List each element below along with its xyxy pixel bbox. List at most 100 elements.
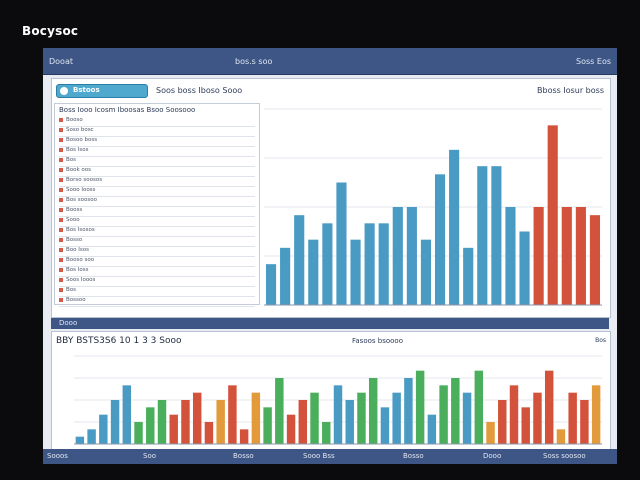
chart-bar[interactable] — [368, 378, 378, 444]
chart-bar[interactable] — [420, 239, 432, 305]
chart-bar[interactable] — [110, 400, 120, 444]
chart-bar[interactable] — [439, 385, 448, 444]
chart-bar[interactable] — [406, 207, 417, 305]
table-row[interactable]: Book oos — [59, 166, 255, 177]
chart-bar[interactable] — [294, 215, 305, 305]
table-row[interactable]: Sooo Iooss — [59, 186, 255, 197]
chart-bar[interactable] — [533, 207, 544, 305]
chart-bar[interactable] — [157, 400, 167, 444]
table-row[interactable]: Bos soosoo — [59, 196, 255, 207]
table-row[interactable]: Booso soo — [59, 256, 255, 267]
chart-bar[interactable] — [204, 422, 214, 444]
chart-bar[interactable] — [333, 385, 343, 444]
chart-bar[interactable] — [275, 378, 284, 444]
table-row[interactable]: Bos Ioss — [59, 266, 255, 277]
table-row[interactable]: Borso soosos — [59, 176, 255, 187]
chart-bar[interactable] — [192, 392, 202, 444]
table-row[interactable]: Booss — [59, 206, 255, 217]
chart-bar[interactable] — [556, 429, 566, 444]
chart-bar[interactable] — [404, 378, 413, 444]
chart-bar[interactable] — [251, 392, 261, 444]
chart-bar[interactable] — [322, 223, 333, 305]
chart-bar[interactable] — [146, 407, 155, 444]
chart-bar[interactable] — [239, 429, 249, 444]
chart-bar[interactable] — [589, 215, 601, 305]
chart-bar[interactable] — [463, 247, 474, 305]
chart-bar[interactable] — [561, 207, 572, 305]
row-marker-icon — [59, 218, 63, 222]
chart-bar[interactable] — [308, 239, 319, 305]
chart-bar[interactable] — [265, 264, 277, 305]
table-row[interactable]: Bosoo boss — [59, 136, 255, 147]
chart-bar[interactable] — [568, 392, 577, 444]
chart-bar[interactable] — [336, 182, 347, 306]
status-item[interactable]: Sooos — [47, 452, 68, 460]
chart-bar[interactable] — [474, 370, 484, 444]
chart-bar[interactable] — [364, 223, 375, 305]
chart-bar[interactable] — [544, 370, 554, 444]
chart-bar[interactable] — [392, 392, 401, 444]
table-row[interactable]: Bos Isosos — [59, 226, 255, 237]
header-left-label[interactable]: Dooat — [49, 57, 73, 66]
table-row[interactable]: Bos — [59, 286, 255, 297]
table-row[interactable]: Soos Iooos — [59, 276, 255, 287]
chart-bar[interactable] — [99, 414, 108, 444]
status-item[interactable]: Dooo — [483, 452, 502, 460]
chart-bar[interactable] — [345, 400, 354, 444]
chart-bar[interactable] — [181, 400, 190, 444]
chart-bar[interactable] — [298, 400, 308, 444]
chart-bar[interactable] — [392, 207, 403, 305]
chart-bar[interactable] — [310, 392, 319, 444]
chart-bar[interactable] — [378, 223, 389, 305]
chart-bar[interactable] — [263, 407, 272, 444]
status-item[interactable]: Bosso — [403, 452, 424, 460]
status-item[interactable]: Sooo Bss — [303, 452, 335, 460]
status-item[interactable]: Bosso — [233, 452, 254, 460]
chart-bar[interactable] — [477, 166, 488, 305]
chart-bar[interactable] — [380, 407, 390, 444]
status-item[interactable]: Soo — [143, 452, 157, 460]
chart-bar[interactable] — [87, 429, 96, 444]
table-row[interactable]: Boo Isos — [59, 246, 255, 257]
chart-bar[interactable] — [498, 400, 507, 444]
chart-bar[interactable] — [427, 414, 437, 444]
header-mid-label[interactable]: bos.s soo — [235, 57, 273, 66]
chart-bar[interactable] — [286, 414, 296, 444]
chart-bar[interactable] — [580, 400, 589, 444]
chart-bar[interactable] — [509, 385, 519, 444]
chart-bar[interactable] — [415, 370, 425, 444]
chart-bar[interactable] — [491, 166, 502, 305]
table-row[interactable]: Booso — [59, 116, 255, 127]
chart-bar[interactable] — [434, 174, 446, 305]
header-right-label[interactable]: Soss Eos — [576, 57, 611, 66]
chart-bar[interactable] — [462, 392, 472, 444]
table-row[interactable]: Bosso — [59, 236, 255, 247]
table-row[interactable]: Bos — [59, 156, 255, 167]
chart-bar[interactable] — [280, 247, 291, 305]
chart-bar[interactable] — [575, 207, 586, 305]
search-button[interactable]: Bstoos — [56, 84, 148, 98]
chart-bar[interactable] — [533, 392, 542, 444]
status-item[interactable]: Soss soosoo — [543, 452, 586, 460]
chart-bar[interactable] — [519, 231, 530, 306]
chart-bar[interactable] — [357, 392, 366, 444]
chart-bar[interactable] — [521, 407, 530, 444]
table-row[interactable]: Bossoo — [59, 296, 255, 307]
chart-bar[interactable] — [228, 385, 237, 444]
table-row[interactable]: Soso bosc — [59, 126, 255, 137]
chart-bar[interactable] — [134, 422, 143, 444]
table-row[interactable]: Sooo — [59, 216, 255, 227]
chart-bar[interactable] — [486, 422, 495, 444]
chart-bar[interactable] — [451, 378, 460, 444]
chart-bar[interactable] — [216, 400, 225, 444]
chart-bar[interactable] — [591, 385, 601, 444]
chart-bar[interactable] — [322, 422, 331, 444]
chart-bar[interactable] — [350, 239, 361, 305]
chart-bar[interactable] — [505, 207, 516, 305]
chart-bar[interactable] — [449, 149, 460, 305]
chart-bar[interactable] — [75, 436, 85, 444]
chart-bar[interactable] — [122, 385, 132, 444]
chart-bar[interactable] — [169, 414, 178, 444]
table-row[interactable]: Bos Isos — [59, 146, 255, 157]
chart-bar[interactable] — [547, 125, 558, 305]
